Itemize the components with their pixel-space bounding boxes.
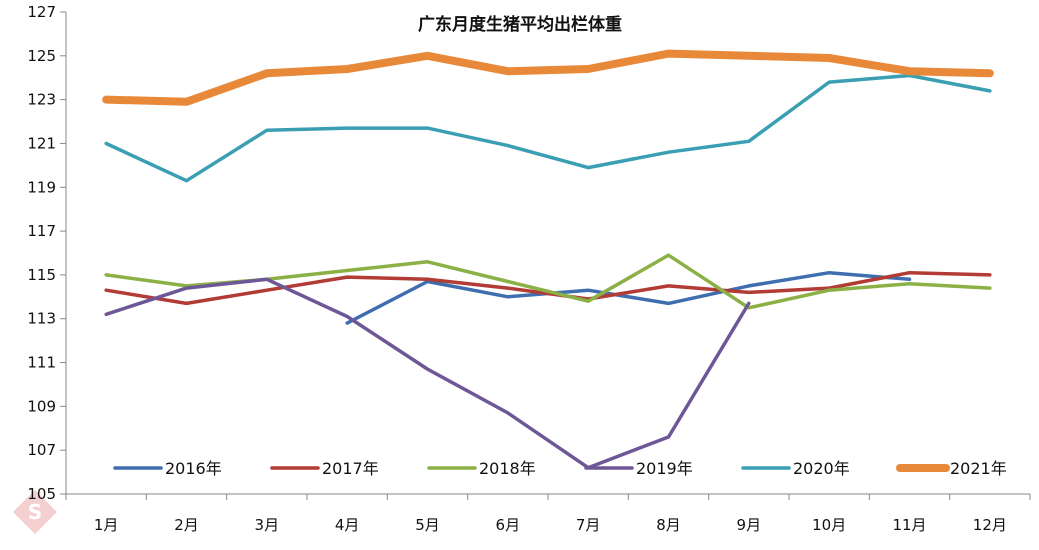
legend-label: 2018年 [479, 459, 536, 478]
legend-label: 2019年 [636, 459, 693, 478]
watermark: S [13, 490, 57, 534]
y-tick-label: 127 [27, 3, 56, 21]
x-tick-label: 4月 [335, 516, 360, 534]
legend-item: 2020年 [741, 459, 850, 478]
x-tick-label: 6月 [496, 516, 521, 534]
x-tick-label: 10月 [812, 516, 846, 534]
series-2019年 [104, 277, 751, 470]
legend-item: 2017年 [270, 459, 379, 478]
series-2020年 [104, 73, 992, 183]
legend-item: 2019年 [584, 459, 693, 478]
legend-label: 2020年 [793, 459, 850, 478]
y-tick-label: 113 [27, 310, 56, 328]
series-2017年 [104, 270, 992, 306]
plot-series [102, 49, 994, 470]
y-tick-label: 119 [27, 178, 56, 196]
legend-item: 2018年 [427, 459, 536, 478]
y-tick-label: 111 [27, 354, 56, 372]
svg-text:S: S [28, 500, 42, 524]
series-line [104, 73, 992, 183]
y-tick-label: 107 [27, 441, 56, 459]
y-tick-label: 123 [27, 91, 56, 109]
y-tick-label: 105 [27, 485, 56, 503]
y-tick-label: 121 [27, 134, 56, 152]
x-tick-label: 11月 [892, 516, 926, 534]
series-line [102, 49, 994, 106]
series-2016年 [345, 270, 912, 325]
x-tick-label: 12月 [973, 516, 1007, 534]
legend-label: 2016年 [165, 459, 222, 478]
watermark-logo-icon: S [13, 490, 57, 534]
series-line [104, 270, 992, 306]
legend-item: 2021年 [896, 459, 1007, 478]
x-tick-label: 3月 [255, 516, 280, 534]
y-tick-label: 115 [27, 266, 56, 284]
series-line [345, 270, 912, 325]
y-axis: 105 107 109 111 113 115 117 119 121 123 125 127 [27, 3, 67, 503]
y-tick-label: 125 [27, 47, 56, 65]
legend-item: 2016年 [113, 459, 222, 478]
y-tick-label: 117 [27, 222, 56, 240]
x-tick-label: 1月 [94, 516, 119, 534]
chart-title: 广东月度生猪平均出栏体重 [418, 14, 622, 35]
series-2021年 [102, 49, 994, 106]
legend-label: 2017年 [322, 459, 379, 478]
legend: 2016年 2017年 2018年 2019年 2020年 2021年 [113, 459, 1007, 478]
x-axis: 1月 2月 3月 4月 5月 6月 7月 8月 9月 10月 11月 12月 [65, 493, 1031, 534]
series-line [104, 277, 751, 470]
y-tick-label: 109 [27, 397, 56, 415]
x-tick-label: 5月 [415, 516, 440, 534]
legend-label: 2021年 [950, 459, 1007, 478]
x-tick-label: 2月 [174, 516, 199, 534]
x-tick-label: 8月 [656, 516, 681, 534]
x-tick-label: 7月 [576, 516, 601, 534]
x-tick-label: 9月 [737, 516, 762, 534]
